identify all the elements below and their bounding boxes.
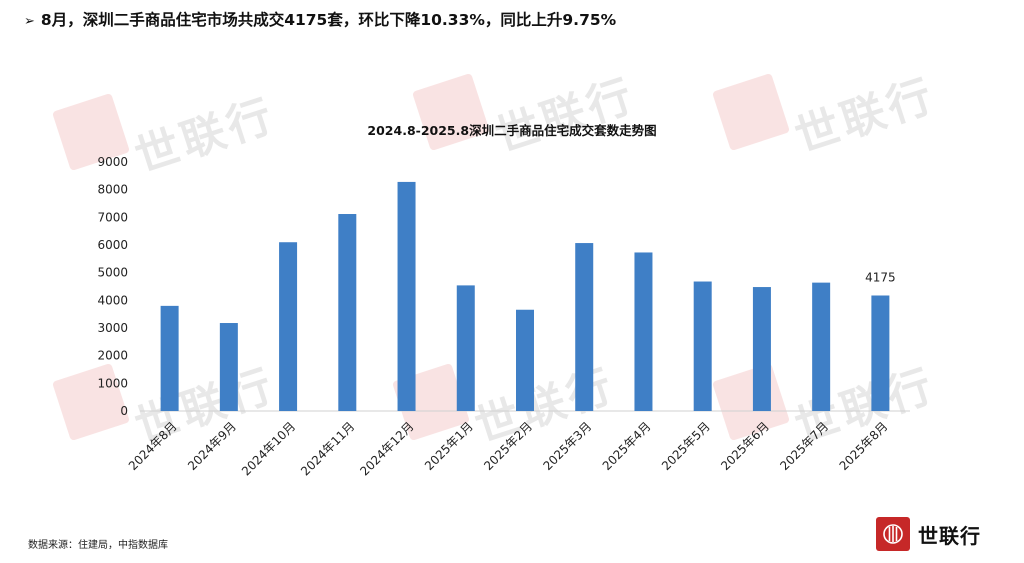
bar [516,309,534,411]
brand-name: 世联行 [918,523,981,548]
y-tick-label: 2000 [97,349,128,363]
y-tick-label: 1000 [97,376,128,390]
x-tick-label: 2024年8月 [126,419,180,473]
headline: ➢ 8月，深圳二手商品住宅市场共成交4175套，环比下降10.33%，同比上升9.… [24,8,616,30]
data-source-note: 数据来源：住建局，中指数据库 [28,540,168,551]
y-tick-label: 6000 [97,238,128,252]
x-tick-label: 2024年12月 [357,419,416,478]
y-tick-label: 4000 [97,293,128,307]
y-tick-label: 9000 [97,155,128,169]
bar [279,242,298,411]
x-tick-label: 2024年10月 [239,419,298,478]
headline-bullet: ➢ [24,14,35,29]
x-tick-label: 2025年4月 [600,419,654,473]
bars [160,181,890,411]
x-tick-label: 2025年5月 [659,419,713,473]
chart-title: 2024.8-2025.8深圳二手商品住宅成交套数走势图 [367,123,656,138]
bar [575,243,594,411]
x-tick-label: 2025年6月 [718,419,772,473]
x-tick-label: 2025年8月 [837,419,891,473]
bar [338,214,357,411]
data-labels: 4175 [865,270,896,284]
bar [456,285,475,411]
y-tick-label: 0 [120,404,128,418]
bar [693,281,712,411]
y-axis-ticks: 0 1000 2000 3000 4000 5000 6000 7000 8000 9000 [97,155,128,418]
x-tick-label: 2025年2月 [481,419,535,473]
brand-logo: 世联行 [876,516,981,552]
data-label: 4175 [865,270,896,284]
bar [219,323,238,411]
bar [752,287,771,411]
brand-logo-icon [876,517,910,551]
y-tick-label: 8000 [97,183,128,197]
bar [160,305,179,411]
x-tick-label: 2024年9月 [185,419,239,473]
bar [871,295,890,411]
y-tick-label: 5000 [97,266,128,280]
x-tick-label: 2025年7月 [777,419,831,473]
x-tick-label: 2025年1月 [422,419,476,473]
x-tick-label: 2024年11月 [298,419,357,478]
bar [812,282,831,411]
x-axis-ticks: 2024年8月 2024年9月 2024年10月 2024年11月 2024年12月 20… [126,419,891,478]
bar [397,181,416,411]
headline-text: 8月，深圳二手商品住宅市场共成交4175套，环比下降10.33%，同比上升9.7… [40,11,617,29]
y-tick-label: 3000 [97,321,128,335]
y-tick-label: 7000 [97,210,128,224]
bar [634,252,653,411]
x-tick-label: 2025年3月 [540,419,594,473]
